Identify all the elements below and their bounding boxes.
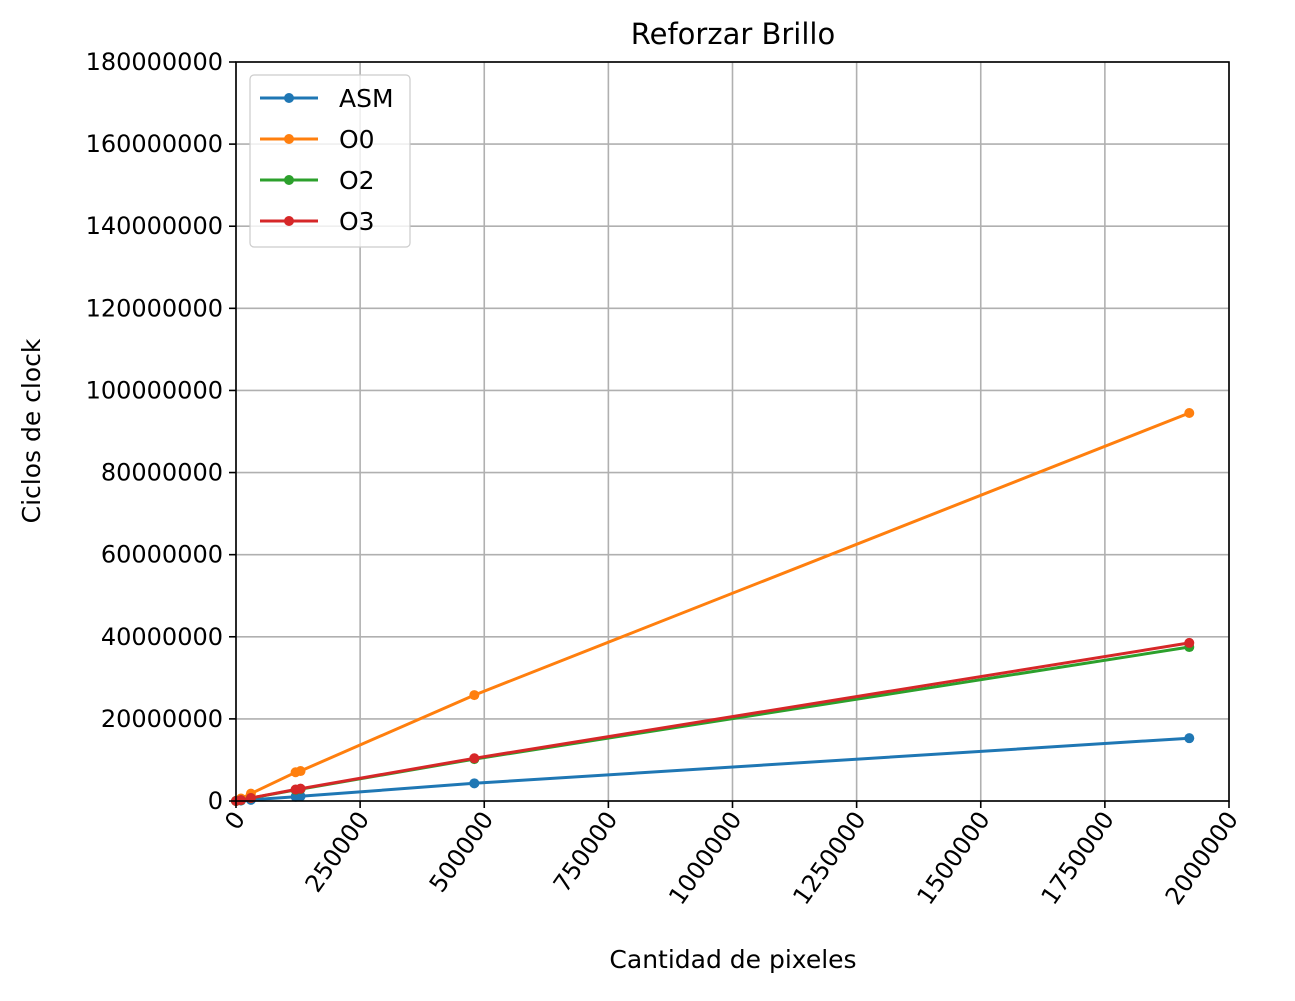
x-tick-label: 1750000 [1036,806,1120,910]
x-tick-label: 250000 [300,806,375,897]
y-tick-label: 80000000 [101,459,223,487]
series-line [235,645,1190,803]
data-point [1184,637,1195,648]
legend-entry: O3 [260,207,375,236]
legend-label: ASM [339,84,394,113]
series-line [235,411,1190,803]
y-tick-label: 60000000 [101,541,223,569]
legend-label: O2 [339,166,375,195]
y-axis-ticks: 0 20000000 40000000 60000000 80000000 1000000… [86,48,236,815]
x-axis-ticks: 0 250000 500000 750000 1000000 1250000 1500000… [219,801,1244,910]
legend-marker [284,93,294,103]
y-tick-label: 100000000 [86,376,223,404]
data-point [469,778,480,789]
legend-label: O3 [339,207,375,236]
y-tick-label: 180000000 [86,48,223,76]
data-point [1184,408,1195,419]
data-point [1184,733,1195,744]
x-tick-label: 0 [219,806,251,835]
series-asm [231,733,1195,806]
x-tick-label: 750000 [548,806,623,897]
legend-marker [284,175,294,185]
legend: ASM O0 O2 O3 [249,74,411,248]
data-point [469,690,480,701]
data-point [469,753,480,764]
legend-entry: ASM [260,84,394,113]
y-tick-label: 20000000 [101,705,223,733]
y-tick-label: 140000000 [86,212,223,240]
legend-box [249,74,411,248]
data-point [235,795,246,806]
y-axis-label: Ciclos de clock [17,338,46,523]
x-tick-label: 2000000 [1160,806,1244,910]
series-o3 [231,637,1195,806]
x-tick-label: 1250000 [787,806,871,910]
series-lines [231,408,1195,806]
x-axis-label: Cantidad de pixeles [609,945,856,974]
y-tick-label: 0 [208,787,223,815]
series-line [235,736,1190,803]
legend-label: O0 [339,125,375,154]
x-tick-label: 500000 [424,806,499,897]
chart-title: Reforzar Brillo [631,17,835,51]
legend-entry: O2 [260,166,375,195]
x-tick-label: 1500000 [911,806,995,910]
data-point [295,766,306,777]
x-tick-label: 1000000 [663,806,747,910]
y-tick-label: 160000000 [86,130,223,158]
legend-entry: O0 [260,125,375,154]
y-tick-label: 120000000 [86,294,223,322]
data-point [295,783,306,794]
y-tick-label: 40000000 [101,623,223,651]
legend-marker [284,134,294,144]
legend-marker [284,216,294,226]
